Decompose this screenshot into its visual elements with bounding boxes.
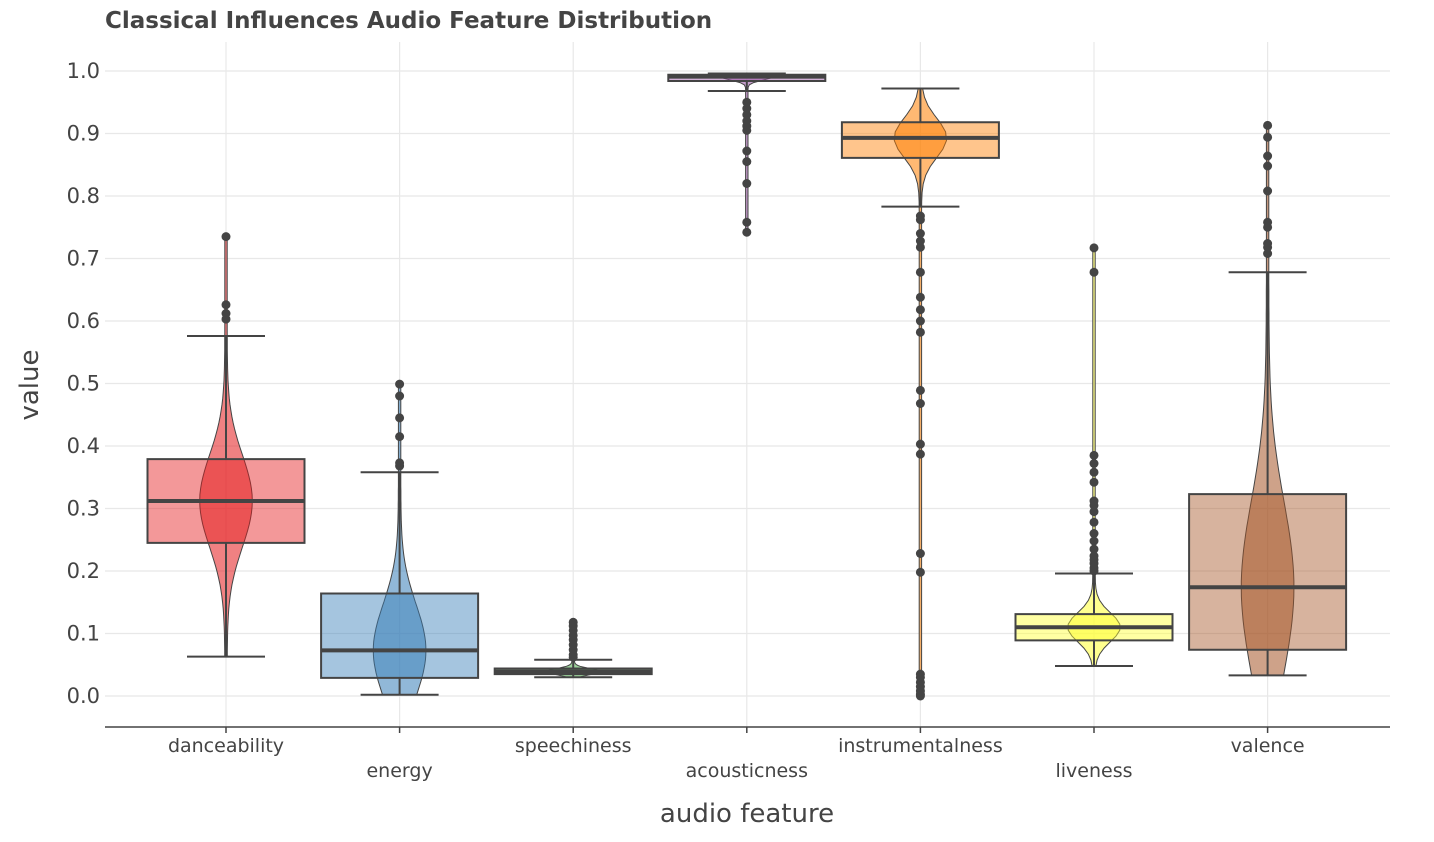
outlier-point <box>742 104 752 113</box>
outlier-point <box>1089 467 1099 477</box>
outlier-point <box>915 211 925 221</box>
box <box>840 121 1000 159</box>
outlier-point <box>742 110 752 120</box>
x-tick-label: instrumentalness <box>838 735 1003 757</box>
y-tick-label: 0.7 <box>67 247 100 271</box>
outlier-point <box>1089 477 1099 487</box>
outlier-point <box>1089 459 1099 468</box>
outlier-point <box>915 449 925 459</box>
outlier-point <box>742 179 752 188</box>
outlier-point <box>1089 517 1099 527</box>
outlier-point <box>742 217 752 227</box>
chart-title: Classical Influences Audio Feature Distr… <box>105 8 712 34</box>
outlier-point <box>395 458 405 468</box>
x-tick-label: acousticness <box>686 760 808 782</box>
outlier-point <box>1089 536 1099 546</box>
outlier-point <box>742 97 752 107</box>
outlier-point <box>915 669 925 679</box>
y-tick-label: 0.9 <box>67 122 100 146</box>
outlier-point <box>1263 151 1273 161</box>
outlier-point <box>1089 450 1099 460</box>
outlier-point <box>915 236 925 246</box>
outlier-point <box>915 316 925 326</box>
outlier-point <box>915 385 925 395</box>
y-tick-label: 0.5 <box>67 372 100 396</box>
y-tick-label: 0.0 <box>67 684 100 708</box>
outlier-point <box>915 267 925 277</box>
y-tick-label: 0.4 <box>67 434 100 458</box>
series-danceability <box>146 232 306 658</box>
x-tick-label: valence <box>1231 735 1305 757</box>
outlier-point <box>568 617 578 627</box>
x-tick-label: danceability <box>168 735 284 757</box>
outlier-point <box>1089 544 1099 554</box>
outlier-point <box>221 232 231 242</box>
y-tick-label: 0.8 <box>67 184 100 208</box>
y-axis-title: value <box>15 349 45 420</box>
outlier-point <box>1089 529 1099 538</box>
x-axis-title: audio feature <box>660 799 834 829</box>
series-speechiness <box>493 617 653 679</box>
y-tick-label: 1.0 <box>67 59 100 83</box>
outlier-point <box>915 327 925 337</box>
outlier-point <box>1263 186 1273 196</box>
y-tick-label: 0.3 <box>67 497 100 521</box>
outlier-point <box>395 432 405 442</box>
outlier-point <box>395 413 405 423</box>
outlier-point <box>742 227 752 237</box>
outlier-point <box>221 309 231 318</box>
x-axis: danceability energy speechiness acousticnes… <box>168 727 1305 782</box>
y-tick-label: 0.1 <box>67 622 100 646</box>
outlier-point <box>1263 249 1273 258</box>
outlier-point <box>915 242 925 252</box>
outlier-point <box>915 229 925 238</box>
series-instrumentalness <box>840 87 1000 701</box>
outlier-point <box>395 379 405 389</box>
x-tick-label: liveness <box>1055 760 1132 782</box>
outlier-point <box>221 300 231 310</box>
outlier-point <box>1089 267 1099 277</box>
series-acousticness <box>667 72 827 237</box>
outlier-point <box>915 439 925 449</box>
outlier-point <box>1089 243 1099 253</box>
outlier-point <box>915 292 925 302</box>
outlier-point <box>1263 120 1273 130</box>
box <box>1188 493 1348 651</box>
outlier-point <box>742 146 752 156</box>
box <box>320 592 480 679</box>
y-axis: 0.0 0.1 0.2 0.3 0.4 0.5 0.6 0.7 0.8 0.9 1.0 <box>67 59 100 708</box>
plot-area <box>146 72 1348 701</box>
outlier-point <box>742 116 752 126</box>
series-energy <box>320 379 480 696</box>
outlier-point <box>1263 161 1273 171</box>
outlier-point <box>1089 496 1099 506</box>
outlier-point <box>395 391 405 401</box>
outlier-point <box>915 567 925 577</box>
y-tick-label: 0.2 <box>67 559 100 583</box>
outlier-point <box>1089 551 1099 561</box>
outlier-point <box>742 157 752 167</box>
x-tick-label: speechiness <box>515 735 632 757</box>
outlier-point <box>1263 132 1273 142</box>
x-tick-label: energy <box>366 760 432 782</box>
outlier-point <box>1263 217 1273 227</box>
outlier-point <box>915 399 925 408</box>
y-tick-label: 0.6 <box>67 309 100 333</box>
outlier-point <box>915 549 925 558</box>
series-valence <box>1188 120 1348 677</box>
outlier-point <box>1263 239 1273 248</box>
series-liveness <box>1014 243 1174 667</box>
outlier-point <box>915 305 925 315</box>
outlier-point <box>1089 507 1099 517</box>
